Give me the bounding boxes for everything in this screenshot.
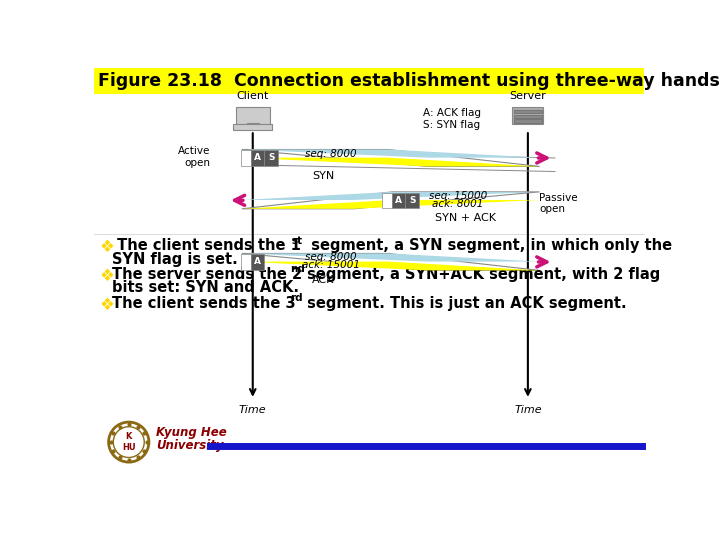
Polygon shape: [242, 261, 539, 271]
Text: nd: nd: [290, 264, 305, 274]
Text: ❖: ❖: [99, 238, 114, 256]
Text: bits set: SYN and ACK.: bits set: SYN and ACK.: [112, 280, 299, 295]
Text: A: ACK flag
S: SYN flag: A: ACK flag S: SYN flag: [423, 108, 481, 130]
Text: Time: Time: [514, 405, 541, 415]
Text: ❖: ❖: [99, 267, 114, 285]
Text: ack: 8001: ack: 8001: [433, 199, 484, 208]
Text: seq: 15000: seq: 15000: [429, 191, 487, 200]
Text: The client sends the 1: The client sends the 1: [112, 238, 300, 253]
Bar: [235, 107, 270, 124]
Bar: [241, 254, 251, 269]
Text: SYN: SYN: [312, 171, 334, 181]
Text: Time: Time: [239, 405, 266, 415]
Text: segment, a SYN+ACK segment, with 2 flag: segment, a SYN+ACK segment, with 2 flag: [302, 267, 661, 281]
Bar: [514, 119, 542, 123]
Bar: [405, 193, 418, 208]
Bar: [382, 193, 392, 208]
Bar: [514, 110, 542, 113]
Bar: [241, 150, 251, 166]
Bar: [264, 150, 277, 166]
Bar: [246, 123, 259, 126]
Text: seq: 8000: seq: 8000: [305, 252, 356, 262]
Text: S: S: [409, 196, 415, 205]
Text: Figure 23.18  Connection establishment using three-way handshaking: Figure 23.18 Connection establishment us…: [98, 72, 720, 90]
Text: Kyung Hee: Kyung Hee: [156, 426, 227, 438]
Text: segment. This is just an ACK segment.: segment. This is just an ACK segment.: [302, 296, 627, 311]
Text: Client: Client: [237, 91, 269, 101]
Text: The server sends the 2: The server sends the 2: [112, 267, 302, 281]
Text: K
HU: K HU: [122, 433, 135, 452]
Polygon shape: [242, 200, 539, 209]
Polygon shape: [242, 192, 539, 209]
Polygon shape: [242, 192, 539, 200]
Text: A: A: [254, 258, 261, 266]
Text: The client sends the 3: The client sends the 3: [112, 296, 295, 311]
Bar: [251, 150, 264, 166]
Text: A: A: [395, 196, 402, 205]
Text: Active
open: Active open: [178, 146, 210, 168]
FancyBboxPatch shape: [94, 68, 644, 94]
Polygon shape: [242, 158, 539, 166]
Polygon shape: [242, 150, 539, 158]
Polygon shape: [242, 253, 539, 261]
Text: Server: Server: [510, 91, 546, 101]
Text: University: University: [156, 438, 223, 451]
Text: A: A: [254, 153, 261, 163]
Bar: [233, 124, 272, 130]
Bar: [251, 254, 264, 269]
Text: ❖: ❖: [99, 296, 114, 314]
Polygon shape: [242, 150, 539, 166]
Bar: [392, 193, 405, 208]
Text: Passive
open: Passive open: [539, 193, 578, 214]
Text: rd: rd: [290, 294, 302, 303]
Text: seq: 8000: seq: 8000: [305, 148, 356, 159]
Text: SYN + ACK: SYN + ACK: [436, 213, 496, 224]
Text: ACK: ACK: [312, 275, 334, 285]
Bar: [513, 107, 544, 124]
Text: segment, a SYN segment, in which only the: segment, a SYN segment, in which only th…: [301, 238, 672, 253]
Text: st: st: [292, 236, 302, 246]
Bar: [514, 115, 542, 118]
Polygon shape: [242, 253, 539, 271]
Text: ack: 15001: ack: 15001: [302, 260, 359, 271]
Text: S: S: [268, 153, 274, 163]
Text: SYN flag is set.: SYN flag is set.: [112, 252, 238, 267]
